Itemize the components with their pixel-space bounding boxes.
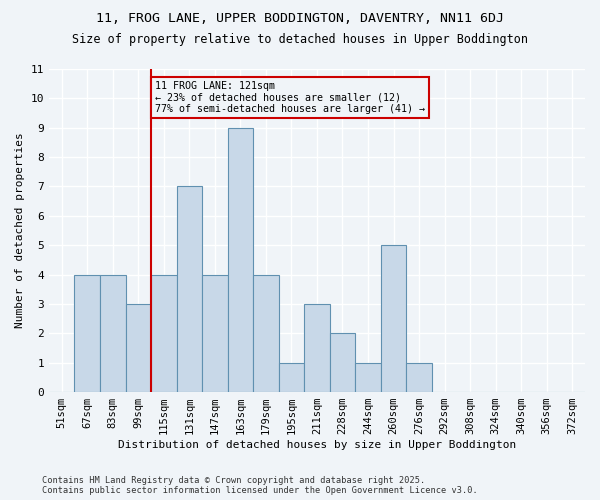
Bar <box>74 274 100 392</box>
Text: 11, FROG LANE, UPPER BODDINGTON, DAVENTRY, NN11 6DJ: 11, FROG LANE, UPPER BODDINGTON, DAVENTR… <box>96 12 504 26</box>
Bar <box>202 274 227 392</box>
Bar <box>355 362 381 392</box>
Bar <box>406 362 432 392</box>
Bar <box>304 304 330 392</box>
Bar <box>381 245 406 392</box>
Bar <box>125 304 151 392</box>
Bar <box>253 274 278 392</box>
X-axis label: Distribution of detached houses by size in Upper Boddington: Distribution of detached houses by size … <box>118 440 516 450</box>
Text: 11 FROG LANE: 121sqm
← 23% of detached houses are smaller (12)
77% of semi-detac: 11 FROG LANE: 121sqm ← 23% of detached h… <box>155 80 425 114</box>
Bar <box>176 186 202 392</box>
Bar <box>151 274 176 392</box>
Text: Size of property relative to detached houses in Upper Boddington: Size of property relative to detached ho… <box>72 32 528 46</box>
Bar <box>227 128 253 392</box>
Bar <box>278 362 304 392</box>
Bar <box>100 274 125 392</box>
Text: Contains HM Land Registry data © Crown copyright and database right 2025.
Contai: Contains HM Land Registry data © Crown c… <box>42 476 478 495</box>
Y-axis label: Number of detached properties: Number of detached properties <box>15 132 25 328</box>
Bar <box>330 334 355 392</box>
